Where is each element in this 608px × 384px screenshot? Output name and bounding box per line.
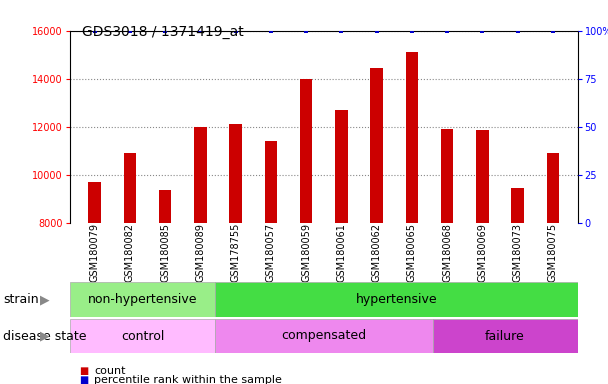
Text: GSM180085: GSM180085	[160, 223, 170, 282]
Text: disease state: disease state	[3, 329, 86, 343]
Text: GSM180059: GSM180059	[301, 223, 311, 282]
Text: GSM180089: GSM180089	[195, 223, 206, 282]
Text: GSM180062: GSM180062	[371, 223, 382, 282]
Text: control: control	[121, 329, 164, 343]
Text: GSM180057: GSM180057	[266, 223, 276, 282]
Bar	[300, 79, 313, 223]
Bar	[370, 68, 383, 223]
Bar	[123, 153, 136, 223]
Text: ▶: ▶	[40, 293, 50, 306]
Bar	[215, 319, 432, 353]
Text: GSM178755: GSM178755	[230, 223, 241, 282]
Text: count: count	[94, 366, 126, 376]
Text: GSM180068: GSM180068	[442, 223, 452, 282]
Bar	[511, 188, 524, 223]
Text: failure: failure	[485, 329, 525, 343]
Text: GSM180069: GSM180069	[477, 223, 488, 282]
Bar	[229, 124, 242, 223]
Bar	[441, 129, 454, 223]
Bar	[70, 319, 215, 353]
Text: GSM180075: GSM180075	[548, 223, 558, 282]
Bar	[264, 141, 277, 223]
Text: GSM180079: GSM180079	[89, 223, 100, 282]
Bar	[432, 319, 578, 353]
Bar	[335, 110, 348, 223]
Text: hypertensive: hypertensive	[356, 293, 437, 306]
Bar	[406, 52, 418, 223]
Text: GSM180082: GSM180082	[125, 223, 135, 282]
Text: non-hypertensive: non-hypertensive	[88, 293, 197, 306]
Text: GSM180061: GSM180061	[336, 223, 347, 282]
Bar	[88, 182, 101, 223]
Bar	[70, 282, 215, 317]
Bar	[215, 282, 578, 317]
Text: percentile rank within the sample: percentile rank within the sample	[94, 375, 282, 384]
Text: compensated: compensated	[281, 329, 367, 343]
Bar	[159, 190, 171, 223]
Text: ▶: ▶	[40, 329, 50, 343]
Text: GSM180065: GSM180065	[407, 223, 417, 282]
Text: GSM180073: GSM180073	[513, 223, 523, 282]
Bar	[194, 127, 207, 223]
Text: strain: strain	[3, 293, 39, 306]
Bar	[547, 153, 559, 223]
Text: ■: ■	[79, 366, 88, 376]
Bar	[476, 130, 489, 223]
Text: ■: ■	[79, 375, 88, 384]
Text: GDS3018 / 1371419_at: GDS3018 / 1371419_at	[82, 25, 244, 39]
